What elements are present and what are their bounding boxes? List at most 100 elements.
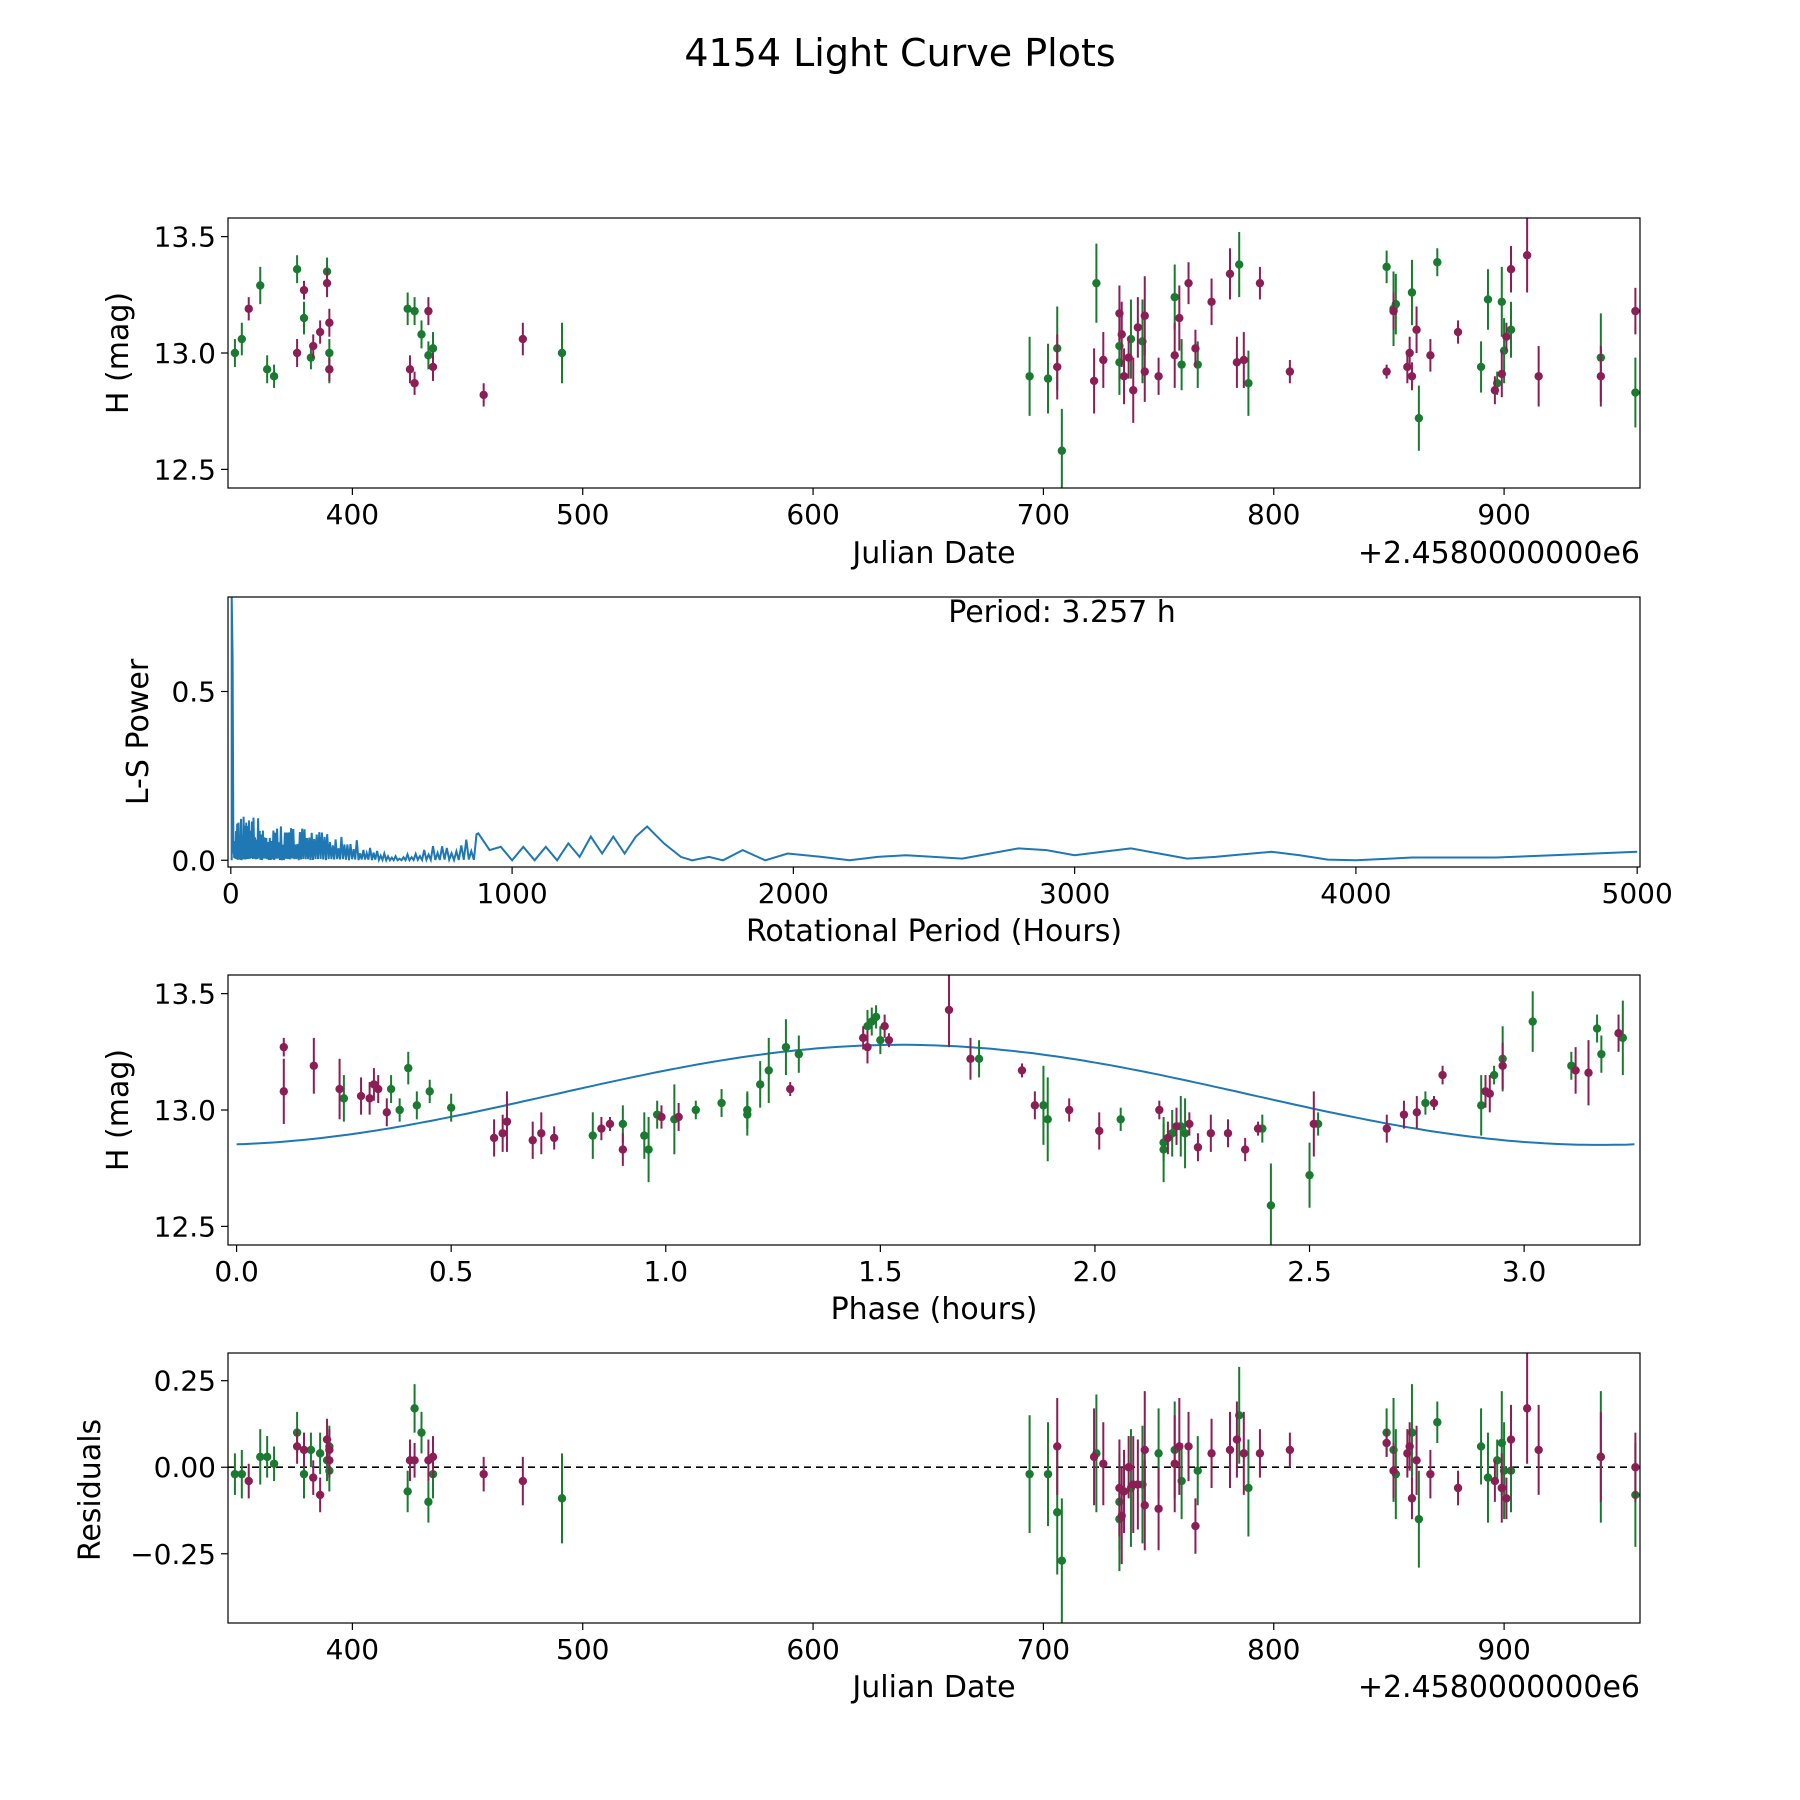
ls-xtick-label: 1000 [476,877,547,910]
resid-point-purple [1170,1459,1179,1468]
phase-xtick-label: 3.0 [1502,1255,1547,1288]
phase-point-purple [1485,1089,1494,1098]
phase-xtick-label: 2.5 [1287,1255,1332,1288]
residuals-offset-text: +2.4580000000e6 [1358,1670,1640,1705]
phase-point-purple [674,1112,683,1122]
phase-point-purple [356,1091,366,1101]
resid-point-purple [1089,1452,1099,1462]
phase-point-purple [1498,1061,1507,1070]
phase-point-green [588,1131,598,1140]
periodogram-annotation: Period: 3.257 h [948,595,1176,630]
ls-xtick-label: 3000 [1039,877,1110,910]
phase-point-green [1305,1170,1314,1180]
lc-point-green [417,330,426,339]
resid-xtick-label: 900 [1477,1633,1530,1666]
lc-point-green [557,348,567,358]
resid-point-green [306,1445,316,1455]
lc-point-green [292,265,302,274]
lc-point-green [403,304,412,313]
phase-xtick-label: 1.0 [643,1255,688,1288]
lc-xtick-label: 500 [556,498,609,531]
residuals-plot-frame [227,1352,1641,1624]
resid-point-green [1193,1466,1202,1475]
lc-point-purple [1426,351,1435,360]
phase-point-purple [605,1119,615,1129]
resid-ytick-label: 0.00 [154,1451,216,1484]
phase-point-green [871,1012,881,1022]
lc-point-green [428,344,438,353]
phase-point-green [1266,1201,1276,1210]
resid-point-purple [244,1476,253,1486]
lc-point-purple [1225,269,1235,279]
lc-point-purple [1207,297,1216,306]
lc-point-green [325,348,334,358]
phase-point-green [1597,1049,1606,1059]
resid-point-purple [1099,1459,1108,1468]
lc-point-green [1382,262,1391,272]
lc-point-purple [1232,358,1242,367]
resid-point-purple [1405,1442,1414,1451]
phase-point-green [781,1042,791,1052]
resid-point-purple [1426,1469,1435,1479]
phase-folded-panel: 0.0 0.5 1.0 1.5 2.0 2.5 3.0 12.5 13.0 13.5 Phase … [101,974,1641,1327]
phase-point-green [412,1101,422,1110]
phase-point-green [339,1094,349,1103]
resid-ytick-label: −0.25 [130,1538,216,1571]
resid-point-purple [1119,1487,1129,1496]
resid-point-purple [1232,1435,1242,1444]
resid-point-green [403,1487,412,1496]
resid-point-green [269,1459,279,1468]
resid-point-purple [1382,1438,1391,1448]
residuals-panel: 400 500 600 700 800 900 0.25 0.00 −0.25 Julian D… [73,1352,1641,1705]
resid-point-purple [1522,1404,1532,1413]
resid-point-green [417,1428,426,1437]
periodogram-plot-frame [227,596,1641,868]
resid-xtick-label: 700 [1017,1633,1070,1666]
phase-point-green [1421,1098,1430,1108]
lc-point-purple [1129,386,1138,395]
lc-ytick-label: 13.5 [154,221,216,254]
resid-point-green [1154,1449,1163,1458]
resid-point-purple [1154,1504,1163,1513]
resid-xtick-label: 600 [786,1633,839,1666]
phase-xlabel: Phase (hours) [831,1292,1038,1327]
phase-point-purple [537,1129,546,1138]
phase-point-green [1528,1017,1537,1026]
resid-point-green [1476,1442,1486,1451]
phase-xtick-label: 1.5 [858,1255,903,1288]
lc-point-purple [424,306,433,316]
lc-point-purple [1124,353,1133,362]
resid-xtick-label: 400 [326,1633,379,1666]
lc-point-green [269,372,279,381]
residuals-xlabel: Julian Date [850,1670,1015,1705]
lc-point-purple [1522,251,1532,260]
resid-ytick-label: 0.25 [154,1365,216,1398]
ls-xtick-label: 2000 [758,877,829,910]
phase-point-green [1043,1115,1052,1124]
lc-point-purple [1405,348,1414,358]
phase-ytick-label: 12.5 [154,1210,216,1243]
phase-point-green [446,1103,456,1112]
phase-point-purple [335,1084,344,1094]
phase-point-purple [966,1054,975,1063]
lc-point-green [1414,413,1424,423]
periodogram-line [230,596,1638,864]
resid-point-green [262,1452,272,1462]
light-curve-panel: 400 500 600 700 800 900 12.5 13.0 13.5 Julian Da… [101,217,1641,571]
resid-point-purple [1255,1449,1265,1458]
resid-point-purple [1506,1435,1516,1444]
phase-point-green [764,1066,773,1075]
lc-point-purple [1407,372,1417,381]
phase-point-green [1180,1129,1190,1138]
lc-point-purple [1596,372,1606,381]
lc-point-green [299,313,309,323]
lc-point-purple [1453,327,1463,337]
phase-point-purple [1382,1124,1391,1133]
phase-point-green [1592,1024,1602,1033]
lc-point-green [410,306,419,316]
lc-point-purple [518,334,528,344]
lc-xtick-label: 900 [1477,498,1530,531]
phase-point-purple [1438,1070,1447,1080]
resid-xtick-label: 800 [1247,1633,1300,1666]
